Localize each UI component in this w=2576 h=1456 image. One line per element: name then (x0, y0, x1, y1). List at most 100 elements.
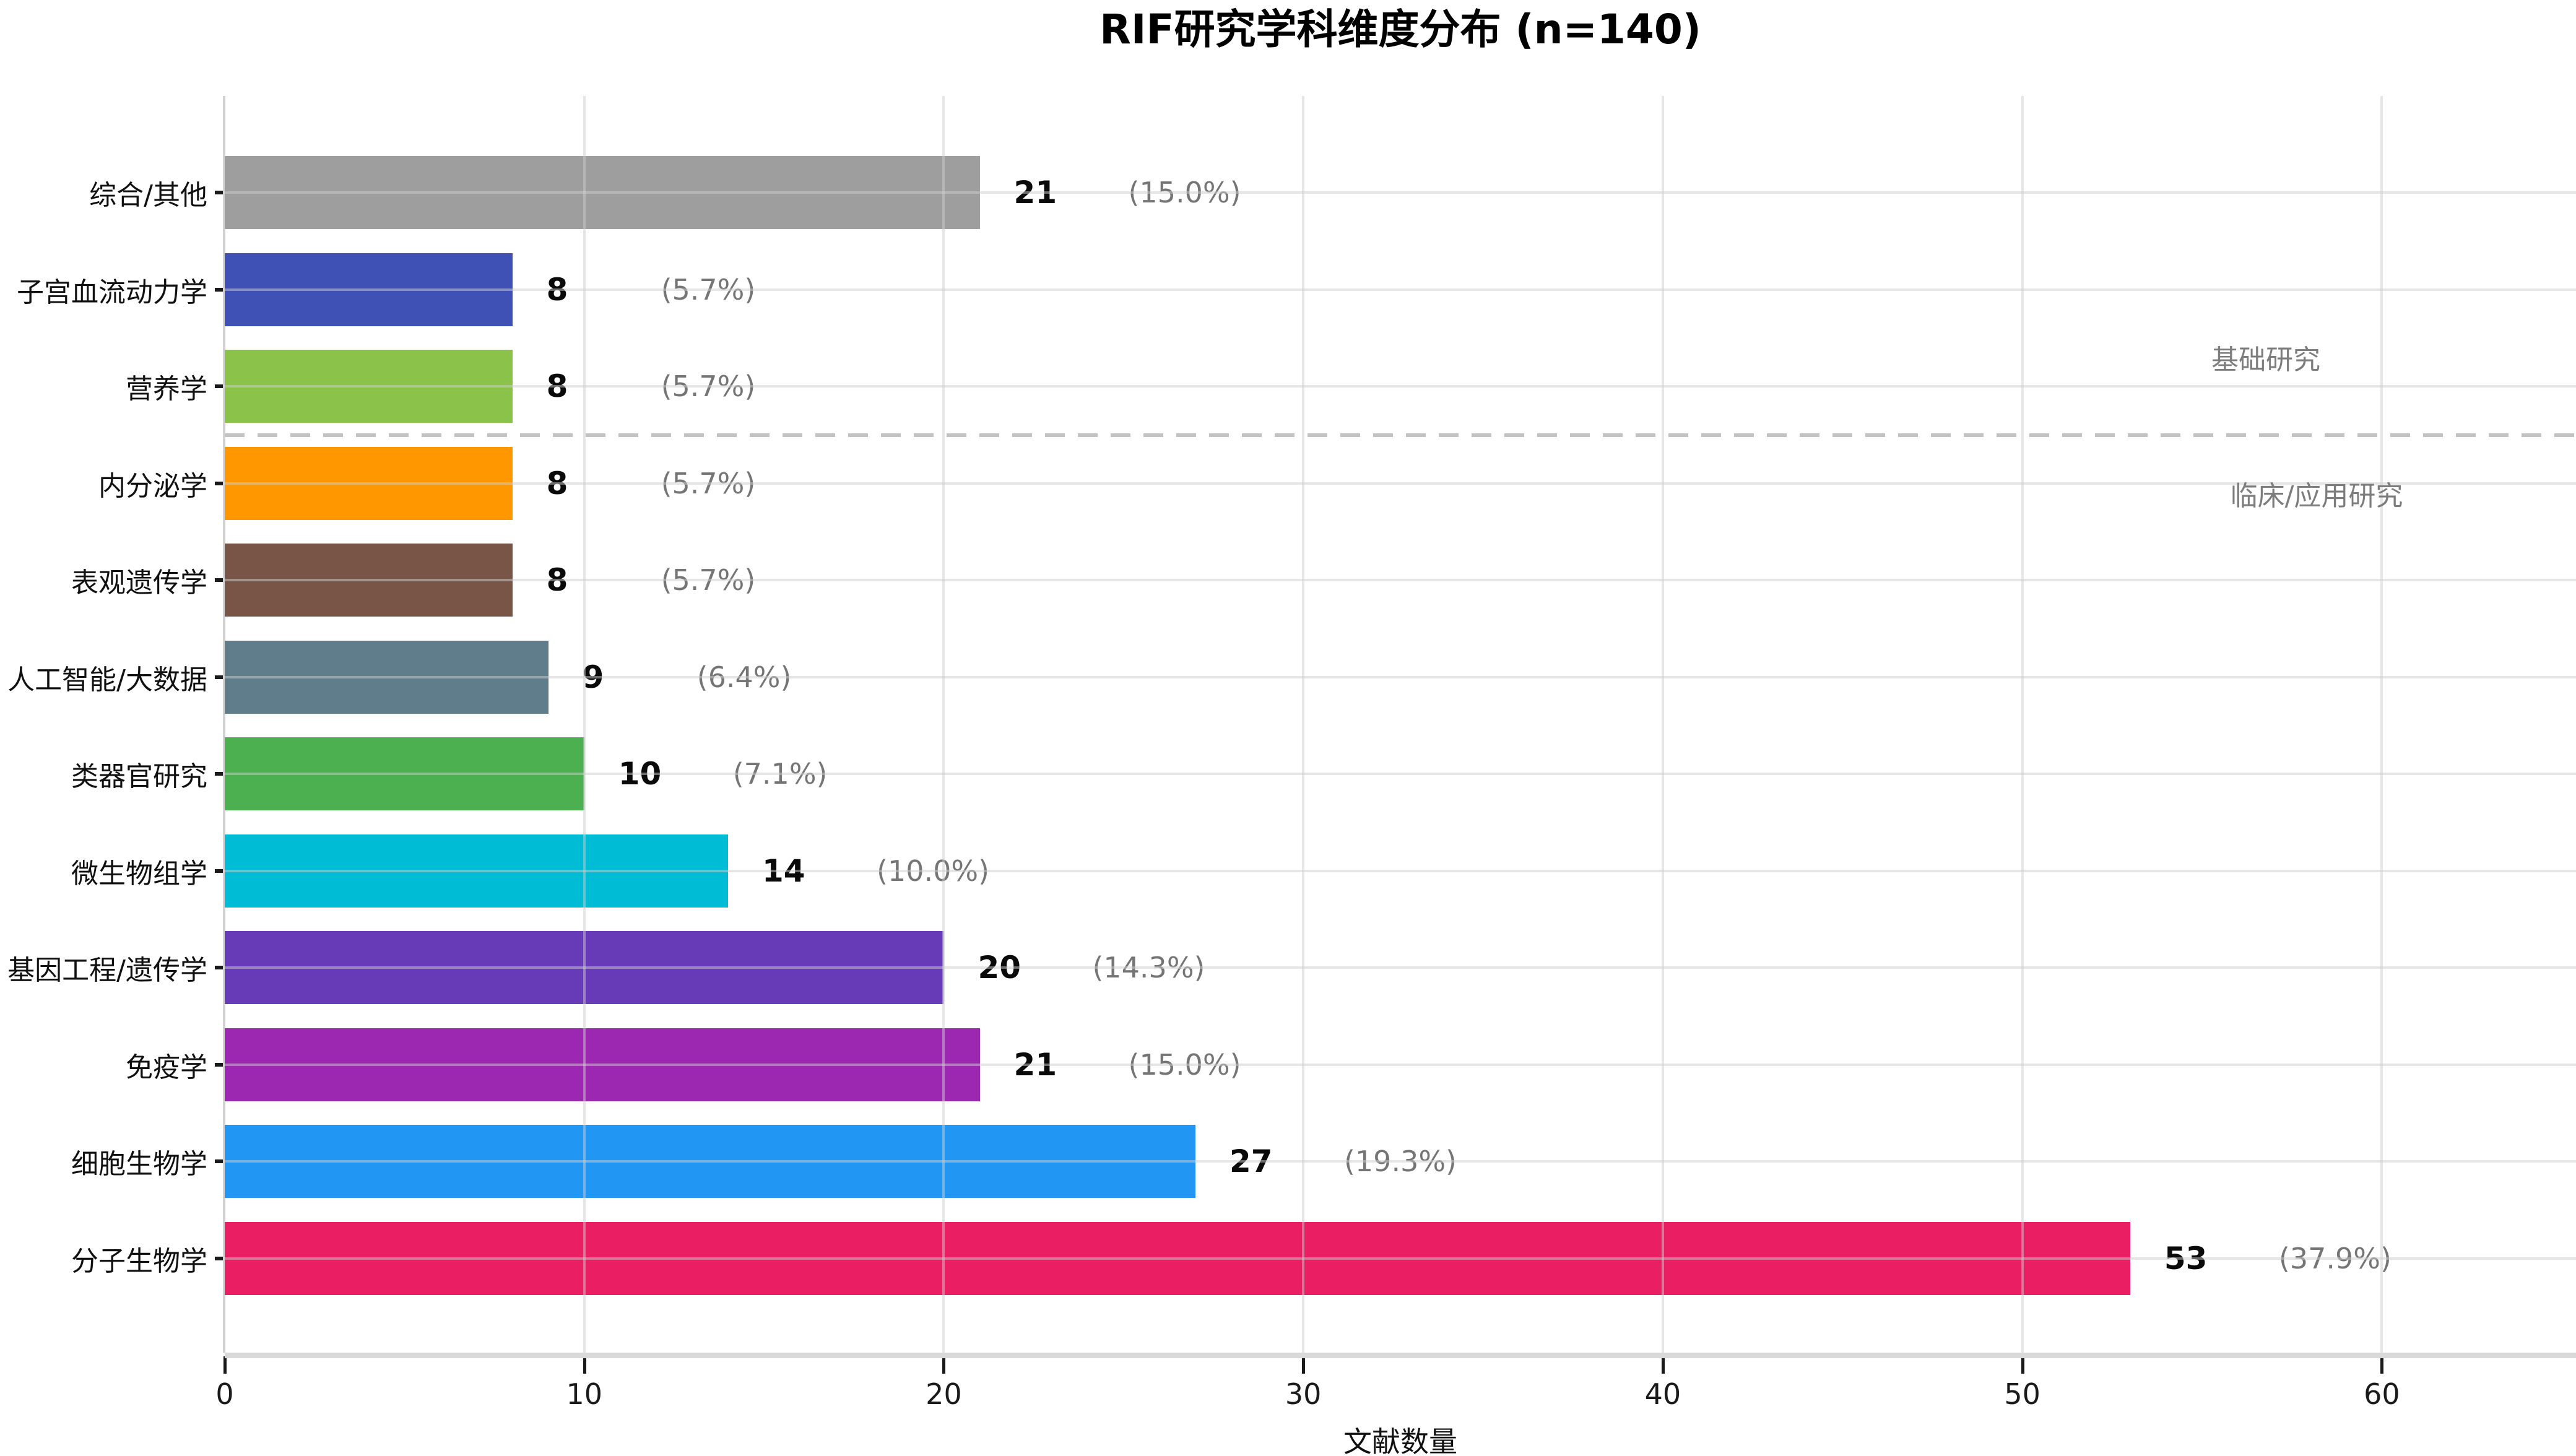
x-tick-label: 60 (2364, 1377, 2400, 1411)
y-axis-label-row: 细胞生物学 (0, 1113, 225, 1210)
y-axis-labels: 综合/其他子宫血流动力学营养学内分泌学表观遗传学人工智能/大数据类器官研究微生物… (0, 96, 225, 1353)
bar (225, 544, 513, 617)
bar-row: 53 (37.9%) (225, 1210, 2576, 1307)
x-axis: 文献数量 0 10 20 30 40 50 60 (215, 1353, 2576, 1456)
y-axis-label-row: 分子生物学 (0, 1210, 225, 1307)
y-axis-label: 类器官研究 (71, 761, 207, 793)
y-axis-label: 基因工程/遗传学 (7, 955, 207, 987)
y-tick-mark (215, 578, 225, 583)
x-tick-label: 20 (926, 1377, 962, 1411)
bar-row: 10 (7.1%) (225, 726, 2576, 823)
x-tick-mark (942, 1356, 946, 1374)
plot-area: 21 (15.0%) 8 (5.7%) 8 (5.7%) 8 (5.7%) 8 (5.7%) 9 (6… (223, 96, 2576, 1358)
bar-percent-label: (5.7%) (661, 466, 756, 500)
annotation-clinical-research: 临床/应用研究 (2230, 480, 2403, 512)
y-tick-mark (215, 772, 225, 776)
bar-value-label: 53 (2164, 1240, 2208, 1276)
bar-percent-label: (37.9%) (2278, 1241, 2392, 1275)
y-axis-label-row: 基因工程/遗传学 (0, 919, 225, 1016)
bar (225, 640, 549, 714)
y-axis-label: 细胞生物学 (71, 1148, 207, 1181)
bar (225, 1125, 1195, 1198)
y-tick-mark (215, 1159, 225, 1164)
x-tick-label: 30 (1285, 1377, 1322, 1411)
bar-row: 21 (15.0%) (225, 144, 2576, 241)
y-tick-mark (215, 869, 225, 873)
bar-row: 8 (5.7%) (225, 532, 2576, 629)
bar-rows: 21 (15.0%) 8 (5.7%) 8 (5.7%) 8 (5.7%) 8 (5.7%) 9 (6… (225, 96, 2576, 1353)
y-axis-label-row: 营养学 (0, 338, 225, 435)
bar-row: 21 (15.0%) (225, 1016, 2576, 1114)
x-tick-mark (2021, 1356, 2024, 1374)
y-tick-mark (215, 1062, 225, 1067)
y-tick-mark (215, 191, 225, 195)
y-axis-label: 综合/其他 (89, 180, 207, 212)
bar (225, 1221, 2130, 1295)
bar-value-label: 27 (1229, 1143, 1273, 1180)
y-tick-mark (215, 1256, 225, 1260)
divider-dashed-line (225, 433, 2576, 437)
bar-value-label: 8 (546, 368, 568, 405)
y-axis-label-row: 综合/其他 (0, 144, 225, 241)
x-axis-title: 文献数量 (1343, 1425, 1457, 1456)
bar-value-label: 8 (546, 465, 568, 501)
bar-row: 8 (5.7%) (225, 241, 2576, 339)
bar-value-label: 10 (618, 756, 662, 792)
y-axis-label: 营养学 (126, 373, 207, 405)
x-tick-mark (583, 1356, 586, 1374)
y-axis-label-row: 内分泌学 (0, 435, 225, 532)
bar (225, 1028, 980, 1101)
bar-percent-label: (7.1%) (732, 757, 828, 791)
bar-value-label: 8 (546, 562, 568, 599)
y-tick-mark (215, 384, 225, 389)
y-tick-mark (215, 287, 225, 292)
x-tick-label: 40 (1644, 1377, 1681, 1411)
bar (225, 737, 584, 811)
bar-value-label: 20 (978, 950, 1021, 986)
x-tick-mark (223, 1356, 227, 1374)
bar-row: 27 (19.3%) (225, 1113, 2576, 1210)
bar-row: 14 (10.0%) (225, 823, 2576, 920)
y-axis-label: 内分泌学 (98, 470, 207, 502)
bar-percent-label: (14.3%) (1092, 951, 1205, 985)
x-tick-label: 0 (215, 1377, 234, 1411)
y-axis-label: 人工智能/大数据 (7, 664, 207, 696)
x-axis-spine (225, 1353, 2576, 1358)
y-axis-label-row: 表观遗传学 (0, 532, 225, 629)
bar-percent-label: (5.7%) (661, 370, 756, 404)
chart-title: RIF研究学科维度分布 (n=140) (1099, 6, 1701, 53)
bar-percent-label: (19.3%) (1343, 1145, 1457, 1179)
y-axis-label: 微生物组学 (71, 857, 207, 890)
bar-percent-label: (5.7%) (661, 272, 756, 306)
bar-percent-label: (15.0%) (1128, 176, 1241, 210)
bar-value-label: 21 (1013, 1046, 1057, 1083)
bar-row: 9 (6.4%) (225, 629, 2576, 726)
y-tick-mark (215, 675, 225, 679)
bar-value-label: 21 (1013, 175, 1057, 211)
x-tick-label: 50 (2004, 1377, 2040, 1411)
bar-percent-label: (5.7%) (661, 563, 756, 597)
bar (225, 253, 513, 326)
x-tick-mark (1302, 1356, 1306, 1374)
y-axis-label: 分子生物学 (71, 1245, 207, 1277)
y-axis-label-row: 子宫血流动力学 (0, 241, 225, 339)
bar-percent-label: (15.0%) (1128, 1047, 1241, 1081)
bar-value-label: 9 (582, 659, 604, 695)
annotation-basic-research: 基础研究 (2211, 344, 2320, 376)
y-tick-mark (215, 966, 225, 970)
bar (225, 931, 944, 1005)
bar-row: 8 (5.7%) (225, 435, 2576, 532)
y-axis-label-row: 人工智能/大数据 (0, 629, 225, 726)
x-tick-label: 10 (566, 1377, 602, 1411)
x-tick-mark (2380, 1356, 2384, 1374)
bar-percent-label: (6.4%) (696, 660, 792, 694)
bar-row: 20 (14.3%) (225, 919, 2576, 1016)
y-axis-label-row: 免疫学 (0, 1016, 225, 1114)
bar (225, 156, 980, 230)
y-tick-mark (215, 481, 225, 485)
y-axis-label: 免疫学 (126, 1051, 207, 1083)
y-axis-label: 表观遗传学 (71, 567, 207, 599)
bar-value-label: 8 (546, 271, 568, 308)
y-axis-label: 子宫血流动力学 (17, 276, 207, 308)
